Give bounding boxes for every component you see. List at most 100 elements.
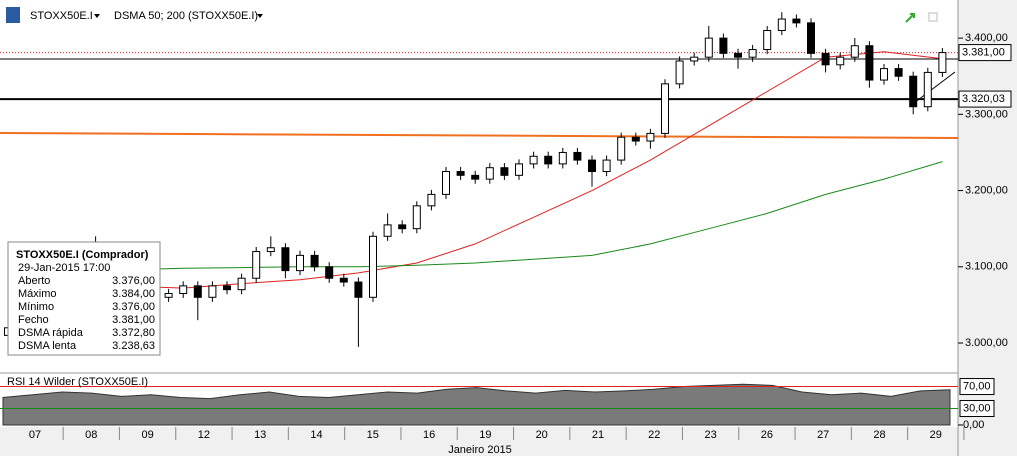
- candle-body: [734, 52, 742, 58]
- candle-body: [661, 83, 669, 134]
- price-tag-label: 3.320,03: [962, 93, 1005, 105]
- trend-icon[interactable]: [905, 13, 915, 23]
- x-tick-label: 07: [29, 429, 41, 441]
- x-tick-label: 13: [254, 429, 266, 441]
- symbol-icon[interactable]: [6, 7, 20, 23]
- rsi-tag: [959, 378, 995, 396]
- info-title: STOXX50E.I (Comprador): [16, 249, 149, 261]
- price-tag: [958, 90, 1012, 108]
- rsi-area: [2, 383, 951, 426]
- candle-body: [631, 136, 640, 142]
- candle-body: [325, 266, 334, 279]
- candle-body: [427, 193, 436, 207]
- candle-body: [208, 285, 217, 298]
- dropdown-arrow[interactable]: [257, 14, 263, 18]
- x-tick-label: 20: [536, 429, 548, 441]
- info-value: 3.372,80: [112, 327, 155, 339]
- candle-body: [588, 159, 596, 173]
- candle-body: [763, 29, 772, 51]
- rsi-title: RSI 14 Wilder (STOXX50E.I): [7, 376, 148, 388]
- month-label: Janeiro 2015: [448, 444, 512, 456]
- info-box-frame: [7, 241, 161, 356]
- candle-body: [412, 205, 421, 230]
- candle-body: [748, 49, 757, 58]
- candle-body: [252, 251, 261, 279]
- price-tag: [958, 44, 1012, 62]
- candle-body: [500, 167, 509, 176]
- candle-body: [894, 68, 903, 77]
- x-tick-label: 23: [704, 429, 716, 441]
- y-tick-label: 3.000,00: [965, 337, 1008, 349]
- candle-body: [529, 155, 538, 165]
- candle-body: [223, 285, 231, 291]
- candle-body: [456, 171, 465, 176]
- info-label: Máximo: [18, 288, 57, 300]
- trend-line: [909, 71, 956, 107]
- candle-body: [690, 56, 699, 62]
- candle-body: [617, 136, 626, 161]
- moving-average: [7, 161, 943, 274]
- candle-body: [807, 22, 815, 54]
- indicator-name[interactable]: DSMA 50; 200 (STOXX50E.I): [114, 10, 258, 22]
- rsi-tag: [959, 400, 995, 418]
- x-tick-label: 28: [873, 429, 885, 441]
- x-tick-label: 08: [85, 429, 97, 441]
- candle-body: [938, 52, 947, 73]
- candle-body: [792, 18, 801, 24]
- info-value: 3.376,00: [112, 275, 155, 287]
- x-tick-label: 29: [930, 429, 942, 441]
- candle-body: [296, 254, 304, 272]
- info-value: 3.238,63: [112, 340, 155, 352]
- candle-body: [675, 60, 684, 85]
- y-tick-label: 3.400,00: [965, 32, 1008, 44]
- candle-body: [310, 254, 319, 268]
- candle-body: [836, 56, 845, 66]
- info-label: Fecho: [18, 314, 49, 326]
- candle-body: [237, 277, 246, 291]
- candle-body: [719, 37, 728, 54]
- info-value: 3.376,00: [112, 301, 155, 313]
- candle-body: [369, 235, 377, 298]
- candle-body: [442, 171, 450, 195]
- dropdown-arrow[interactable]: [94, 14, 100, 18]
- candle-body: [485, 167, 494, 180]
- x-tick-label: 26: [761, 429, 773, 441]
- candle-body: [909, 75, 918, 108]
- info-label: DSMA lenta: [18, 340, 77, 352]
- x-tick-label: 12: [198, 429, 210, 441]
- rsi-tick-label: 30,00: [963, 402, 991, 414]
- x-tick-label: 21: [592, 429, 604, 441]
- x-tick-label: 19: [479, 429, 491, 441]
- date-axis-bg: [0, 427, 958, 456]
- info-value: 3.381,00: [112, 314, 155, 326]
- candle-body: [266, 247, 275, 253]
- x-tick-label: 27: [817, 429, 829, 441]
- info-box: STOXX50E.I (Comprador)29-Jan-2015 17:00A…: [7, 241, 161, 356]
- info-label: DSMA rápida: [18, 327, 84, 339]
- candle-body: [471, 174, 480, 180]
- x-tick-label: 15: [367, 429, 379, 441]
- y-tick-label: 3.100,00: [965, 261, 1008, 273]
- candle-body: [850, 45, 859, 58]
- x-tick-label: 16: [423, 429, 435, 441]
- candle-body: [179, 285, 188, 294]
- x-tick-label: 14: [310, 429, 322, 441]
- maximize-icon[interactable]: [928, 12, 938, 22]
- candle-body: [923, 71, 932, 108]
- info-value: 3.384,00: [112, 288, 155, 300]
- candle-body: [383, 224, 392, 237]
- candle-body: [573, 151, 582, 161]
- y-tick-label: 3.300,00: [965, 108, 1008, 120]
- candle-body: [777, 18, 786, 31]
- candle-body: [281, 247, 290, 272]
- candle-body: [398, 224, 407, 230]
- symbol-name[interactable]: STOXX50E.I: [30, 10, 93, 22]
- candle-body: [544, 155, 553, 165]
- x-tick-label: 22: [648, 429, 660, 441]
- rsi-tick-label: 0,00: [963, 419, 984, 431]
- price-tag-label: 3.381,00: [962, 47, 1005, 59]
- info-label: Aberto: [18, 275, 50, 287]
- candle-body: [865, 45, 874, 81]
- candle-body: [602, 159, 611, 173]
